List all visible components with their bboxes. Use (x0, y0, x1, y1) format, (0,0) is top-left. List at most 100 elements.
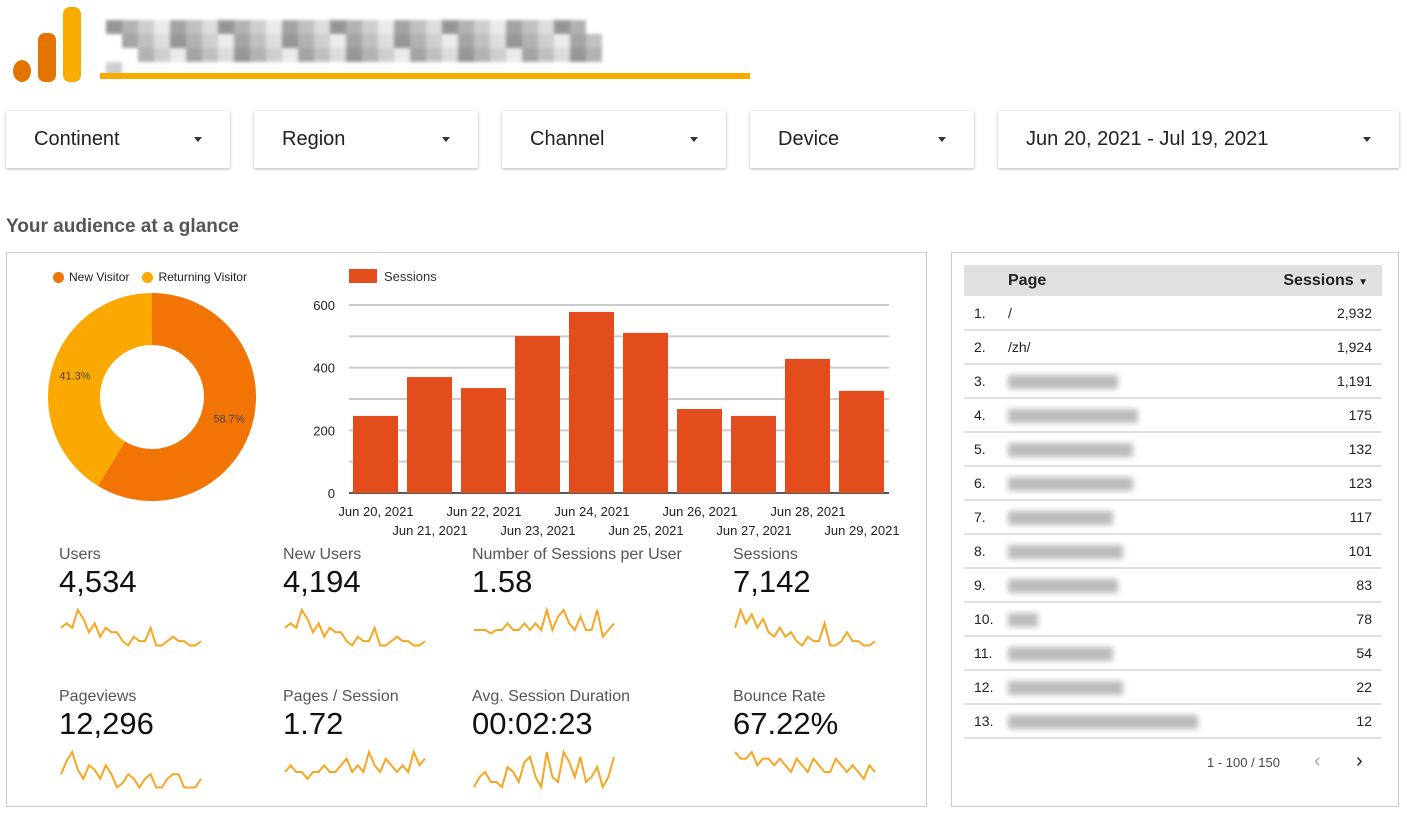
x-tick-label: Jun 27, 2021 (716, 523, 791, 538)
donut-legend: New Visitor Returning Visitor (53, 270, 247, 284)
session-bar[interactable] (461, 388, 506, 493)
table-row[interactable]: 4. 175 (964, 398, 1382, 433)
x-tick-label: Jun 24, 2021 (554, 504, 629, 519)
table-row[interactable]: 11. 54 (964, 636, 1382, 671)
x-tick-label: Jun 29, 2021 (824, 523, 899, 538)
legend-returning-visitor: Returning Visitor (158, 270, 247, 284)
row-page[interactable] (1008, 636, 1255, 671)
x-tick-label: Jun 22, 2021 (446, 504, 521, 519)
metric-value: 67.22% (733, 706, 839, 741)
metric-label: Avg. Session Duration (472, 688, 631, 705)
row-page[interactable] (1008, 432, 1255, 467)
filter-label: Jun 20, 2021 - Jul 19, 2021 (1026, 128, 1269, 150)
row-rank: 3. (964, 364, 1008, 399)
row-page[interactable] (1008, 602, 1255, 637)
table-row[interactable]: 2./zh/1,924 (964, 330, 1382, 365)
next-page-icon[interactable]: › (1356, 750, 1363, 772)
table-row[interactable]: 3. 1,191 (964, 364, 1382, 399)
row-rank: 2. (964, 330, 1008, 365)
session-bar[interactable] (677, 409, 722, 493)
metric-sessions: Sessions 7,142 (733, 546, 953, 654)
sparkline (60, 749, 202, 790)
session-bar[interactable] (353, 415, 398, 493)
row-sessions: 78 (1254, 602, 1382, 637)
table-row[interactable]: 6. 123 (964, 466, 1382, 501)
filter-device[interactable]: Device (750, 111, 974, 168)
metric-label: Number of Sessions per User (472, 546, 682, 563)
session-bar[interactable] (785, 358, 830, 493)
row-page[interactable] (1008, 704, 1255, 739)
session-bar[interactable] (407, 377, 452, 493)
table-row[interactable]: 1./ 2,932 (964, 296, 1382, 331)
report-title-redacted (106, 20, 616, 76)
filter-channel[interactable]: Channel (502, 111, 726, 168)
prev-page-icon[interactable]: ‹ (1314, 750, 1321, 772)
redacted-page-path (1008, 579, 1118, 594)
row-sessions: 1,924 (1254, 330, 1382, 365)
row-page[interactable] (1008, 568, 1255, 603)
row-page[interactable] (1008, 364, 1255, 399)
row-page[interactable] (1008, 534, 1255, 569)
x-tick-label: Jun 28, 2021 (770, 504, 845, 519)
row-sessions: 1,191 (1254, 364, 1382, 399)
row-page[interactable]: / (1008, 296, 1255, 331)
session-bar[interactable] (569, 311, 614, 493)
filter-continent[interactable]: Continent (6, 111, 230, 168)
donut-slice[interactable] (97, 293, 256, 501)
top-pages-card: Page Sessions ▼ 1./2,932 2./zh/1,924 3. 1,1… (951, 252, 1399, 807)
dropdown-caret-icon (1363, 137, 1371, 142)
sessions-legend-swatch (349, 269, 377, 283)
table-row[interactable]: 9. 83 (964, 568, 1382, 603)
sparkline (473, 749, 615, 790)
dropdown-caret-icon (194, 137, 202, 142)
row-page[interactable] (1008, 466, 1255, 501)
metric-label: Users (59, 546, 101, 563)
row-rank: 4. (964, 398, 1008, 433)
redacted-page-path (1008, 409, 1138, 424)
session-bar[interactable] (731, 415, 776, 493)
table-row[interactable]: 5. 132 (964, 432, 1382, 467)
table-row[interactable]: 7. 117 (964, 500, 1382, 535)
sparkline-path (473, 749, 615, 790)
row-page[interactable] (1008, 500, 1255, 535)
page-path: / (1008, 304, 1012, 321)
redacted-page-path (1008, 681, 1123, 696)
donut-slice[interactable] (47, 293, 152, 486)
sparkline (734, 750, 876, 781)
filter-region[interactable]: Region (254, 111, 478, 168)
metric-pages-session: Pages / Session 1.72 (283, 688, 503, 796)
session-bar[interactable] (515, 336, 560, 493)
row-rank: 5. (964, 432, 1008, 467)
session-bar[interactable] (623, 332, 668, 493)
slice-label: 41.3% (59, 370, 90, 382)
redacted-page-path (1008, 375, 1118, 390)
metric-label: Pages / Session (283, 688, 399, 705)
row-page[interactable] (1008, 398, 1255, 433)
row-rank: 1. (964, 296, 1008, 331)
table-row[interactable]: 8. 101 (964, 534, 1382, 569)
redacted-page-path (1008, 715, 1198, 730)
audience-card: New Visitor Returning Visitor 58.7% 41.3%… (6, 252, 927, 807)
filter-date-range[interactable]: Jun 20, 2021 - Jul 19, 2021 (998, 111, 1399, 168)
redacted-page-path (1008, 511, 1113, 526)
row-page[interactable] (1008, 670, 1255, 705)
row-page[interactable]: /zh/ (1008, 330, 1255, 365)
sparkline-path (60, 749, 202, 790)
x-tick-label: Jun 23, 2021 (500, 523, 575, 538)
filter-label: Region (282, 128, 346, 150)
row-rank: 8. (964, 534, 1008, 569)
metric-value: 4,534 (59, 564, 137, 599)
metric-label: New Users (283, 546, 362, 563)
filter-label: Continent (34, 128, 120, 150)
table-row[interactable]: 12. 22 (964, 670, 1382, 705)
table-row[interactable]: 13. 12 (964, 704, 1382, 739)
table-row[interactable]: 10. 78 (964, 602, 1382, 637)
session-bar[interactable] (839, 390, 884, 493)
metric-label: Pageviews (59, 688, 137, 705)
sparkline-path (734, 750, 876, 781)
row-sessions: 12 (1254, 704, 1382, 739)
column-header-sessions[interactable]: Sessions ▼ (1254, 265, 1382, 296)
column-header-page[interactable]: Page (1008, 265, 1255, 296)
x-tick-label: Jun 20, 2021 (338, 504, 413, 519)
row-sessions: 175 (1254, 398, 1382, 433)
